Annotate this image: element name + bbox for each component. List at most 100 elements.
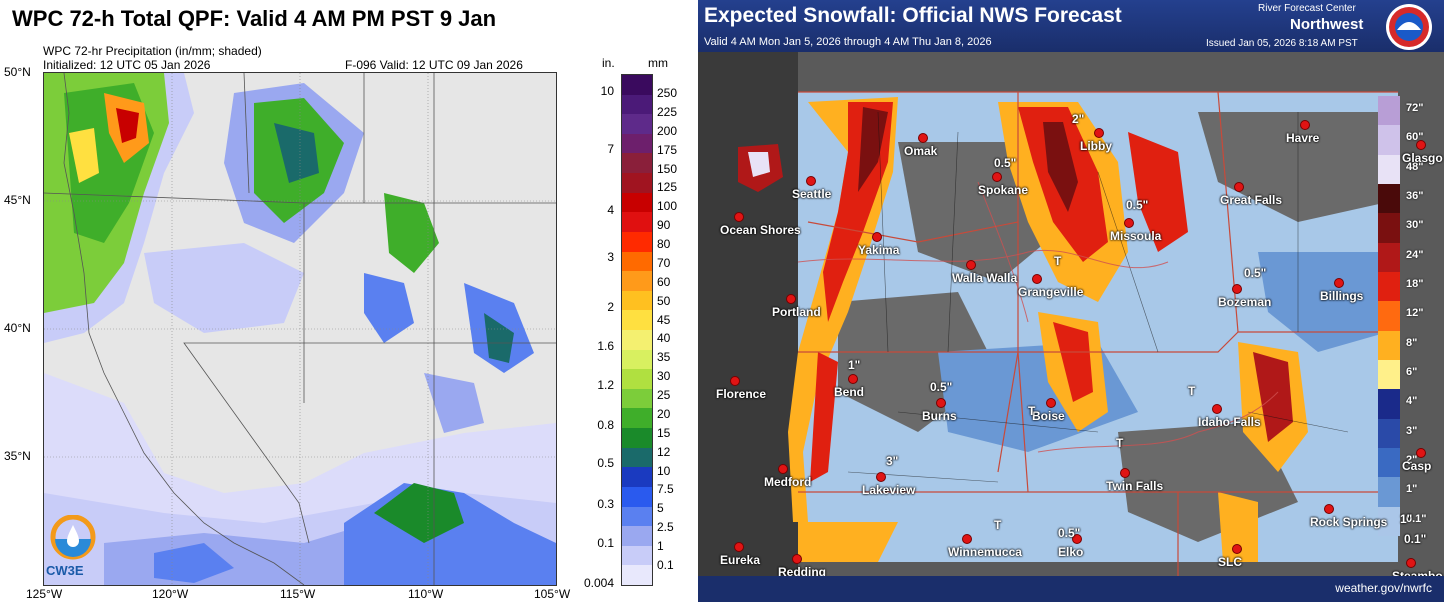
colorbar-unit-mm: mm xyxy=(648,56,668,70)
colorbar-mm-label: 150 xyxy=(657,161,678,176)
snow-amount-label: T xyxy=(1054,254,1062,268)
city-label: Elko xyxy=(1058,545,1084,559)
colorbar-mm-label: 20 xyxy=(657,406,671,421)
colorbar-segment xyxy=(622,447,652,468)
colorbar-mm-label: 200 xyxy=(657,123,678,138)
snow-amount-label: 3" xyxy=(886,454,899,468)
colorbar-segment xyxy=(622,251,652,272)
colorbar-segment xyxy=(622,212,652,233)
colorbar-in-label: 0.1 xyxy=(597,536,614,550)
snowfall-legend-label: 2" xyxy=(1406,454,1418,466)
snowfall-legend-label: 24" xyxy=(1406,248,1424,261)
snowfall-legend-label: 6" xyxy=(1406,366,1418,378)
colorbar-segment xyxy=(622,506,652,527)
colorbar-in-label: 0.8 xyxy=(597,418,614,432)
qpf-subtitle: WPC 72-hr Precipitation (in/mm; shaded) xyxy=(43,44,262,58)
snowfall-legend-segment xyxy=(1378,477,1400,508)
qpf-map-graphic xyxy=(44,73,556,585)
lat-label: 45°N xyxy=(4,193,31,207)
snowfall-legend-label: 18" xyxy=(1406,278,1424,290)
city-label: Bend xyxy=(834,385,864,399)
snow-amount-label: 1" xyxy=(848,358,861,372)
snowfall-legend-segment xyxy=(1378,448,1400,478)
colorbar-mm-label: 250 xyxy=(657,86,678,100)
qpf-panel: WPC 72-h Total QPF: Valid 4 AM PM PST 9 … xyxy=(0,0,690,613)
colorbar-in-label: 4 xyxy=(607,203,614,217)
lon-label: 115°W xyxy=(280,587,316,601)
colorbar-segment xyxy=(622,467,652,488)
colorbar-mm-label: 70 xyxy=(657,255,671,270)
city-marker xyxy=(1120,468,1130,478)
city-label: Portland xyxy=(772,305,821,319)
city-marker xyxy=(734,542,744,552)
city-marker xyxy=(876,472,886,482)
snowfall-valid: Valid 4 AM Mon Jan 5, 2026 through 4 AM … xyxy=(704,36,992,48)
city-label: Missoula xyxy=(1110,229,1162,243)
colorbar-mm-label: 225 xyxy=(657,104,678,119)
city-marker xyxy=(730,376,740,386)
colorbar-mm-label: 40 xyxy=(657,331,671,346)
city-label: Twin Falls xyxy=(1106,479,1164,493)
city-label: SLC xyxy=(1218,555,1242,569)
snow-amount-label: 0.5" xyxy=(930,380,953,394)
snowfall-panel: Expected Snowfall: Official NWS Forecast… xyxy=(698,0,1444,602)
city-label: Havre xyxy=(1286,131,1320,145)
colorbar-mm-label: 35 xyxy=(657,350,671,365)
city-marker xyxy=(1094,128,1104,138)
city-label: Winnemucca xyxy=(948,545,1022,559)
lon-label: 125°W xyxy=(26,587,63,601)
source-url: weather.gov/nwrfc xyxy=(1335,581,1432,595)
colorbar-mm-label: 100 xyxy=(657,199,678,214)
snowfall-legend-segment xyxy=(1378,418,1400,449)
snow-amount-label: 2" xyxy=(1072,112,1085,126)
city-label: Seattle xyxy=(792,187,832,201)
city-label: Grangeville xyxy=(1018,285,1084,299)
colorbar-in-label: 1.2 xyxy=(597,378,614,392)
colorbar-mm-label: 1 xyxy=(657,539,664,554)
snowfall-legend-label: 3" xyxy=(1406,424,1418,437)
city-marker xyxy=(1406,558,1416,568)
city-marker xyxy=(992,172,1002,182)
city-label: Redding xyxy=(778,565,826,579)
colorbar-segment xyxy=(622,290,652,311)
city-marker xyxy=(848,374,858,384)
colorbar-in-label: 3 xyxy=(607,250,614,264)
city-label: Idaho Falls xyxy=(1198,415,1261,429)
colorbar-mm-label: 0.1 xyxy=(657,558,674,572)
snowfall-legend-segment xyxy=(1378,96,1400,126)
colorbar-segment xyxy=(622,271,652,292)
colorbar-segment xyxy=(622,388,652,409)
snowfall-legend-segment xyxy=(1378,184,1400,214)
snow-amount-label: T xyxy=(994,518,1002,532)
snowfall-legend-segment xyxy=(1378,506,1400,537)
city-marker xyxy=(962,534,972,544)
colorbar-unit-in: in. xyxy=(602,56,615,70)
snowfall-header: Expected Snowfall: Official NWS Forecast… xyxy=(698,0,1444,52)
colorbar-in-label: 7 xyxy=(607,142,614,156)
colorbar-segment xyxy=(622,330,652,351)
snowfall-legend-segment xyxy=(1378,125,1400,156)
city-label: Libby xyxy=(1080,139,1112,153)
colorbar-segment xyxy=(622,153,652,174)
snowfall-legend-segment xyxy=(1378,154,1400,185)
city-marker xyxy=(786,294,796,304)
city-label: Ocean Shores xyxy=(720,223,801,237)
rfc-label: River Forecast Center xyxy=(1258,3,1356,14)
city-label: Great Falls xyxy=(1220,193,1283,207)
colorbar-segment xyxy=(622,75,652,96)
snowfall-footer: weather.gov/nwrfc xyxy=(698,576,1444,602)
snowfall-legend-segment xyxy=(1378,389,1400,420)
city-label: Lakeview xyxy=(862,483,916,497)
snowfall-legend-segment xyxy=(1378,301,1400,332)
snowfall-legend-label: 30" xyxy=(1406,219,1424,232)
city-marker xyxy=(778,464,788,474)
colorbar-in-label: 1.6 xyxy=(597,339,614,353)
issued-time: Issued Jan 05, 2026 8:18 AM PST xyxy=(1206,38,1358,49)
colorbar-segment xyxy=(622,428,652,449)
city-marker xyxy=(1324,504,1334,514)
snowfall-legend-label: 12" xyxy=(1406,307,1424,320)
qpf-valid: F-096 Valid: 12 UTC 09 Jan 2026 xyxy=(345,58,523,72)
city-marker xyxy=(1046,398,1056,408)
snowfall-legend-label: 1" xyxy=(1406,483,1418,496)
colorbar-mm-label: 125 xyxy=(657,180,678,195)
